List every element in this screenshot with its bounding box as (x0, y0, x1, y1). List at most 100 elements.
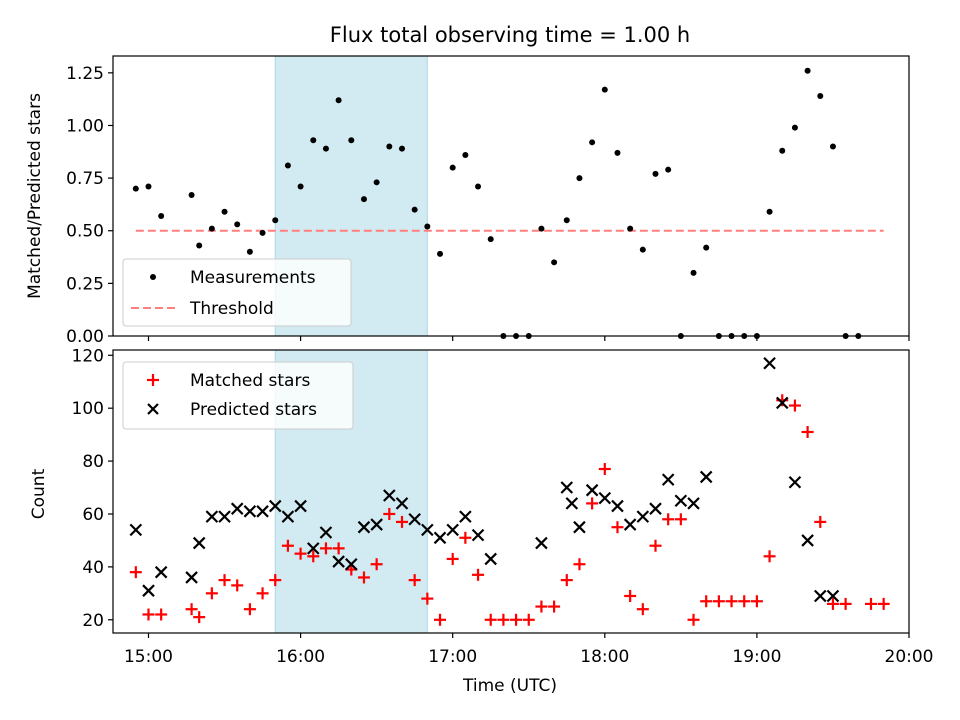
matched-star-point (205, 587, 218, 600)
matched-star-point (357, 571, 370, 584)
predicted-star-point (230, 502, 244, 515)
measurements-legend-marker (150, 274, 156, 280)
measurement-point (690, 269, 697, 276)
measurement-point (208, 225, 215, 232)
matched-star-point (408, 574, 421, 587)
bottom-y-tick-label: 120 (72, 346, 104, 366)
predicted-star-point (319, 526, 333, 539)
measurement-point (272, 217, 279, 224)
measurement-point (487, 236, 494, 243)
top-y-tick-label: 0.50 (66, 222, 104, 242)
bottom-y-axis-label: Count (29, 468, 49, 519)
matched-star-point (185, 603, 198, 616)
matched-star-point (611, 521, 624, 534)
measurement-point (563, 217, 570, 224)
predicted-star-point (687, 497, 700, 510)
matched-star-point (864, 597, 877, 610)
matched-star-point (535, 600, 548, 613)
top-plot-frame (112, 55, 910, 337)
predicted-star-point (763, 356, 776, 370)
matched-star-point (510, 613, 523, 626)
measurement-point (829, 143, 836, 150)
predicted-star-point (306, 542, 320, 555)
predicted-star-point (243, 505, 257, 518)
predicted-star-point (433, 531, 447, 545)
predicted-star-point (699, 470, 713, 484)
predicted-star-point (535, 536, 548, 550)
matched-star-point (712, 595, 725, 608)
predicted-star-point (357, 520, 371, 534)
matched-star-point (129, 566, 142, 579)
measurement-point (475, 183, 482, 190)
bottom-y-tick-label: 100 (72, 399, 104, 419)
bottom-x-tick-label: 17:00 (428, 647, 477, 667)
measurement-point (766, 208, 773, 215)
predicted-star-point (775, 396, 789, 410)
bottom-y-axis: 20 40 60 80 100 120 (72, 346, 113, 631)
matched-star-point (497, 613, 510, 626)
predicted-star-point (636, 510, 650, 523)
predicted-star-point (649, 502, 662, 515)
predicted-star-point (154, 565, 168, 579)
measurement-point (804, 67, 811, 74)
bottom-x-axis-label: Time (UTC) (462, 676, 557, 696)
matched-star-point (877, 597, 890, 610)
predicted-stars-legend-marker (147, 403, 159, 415)
predicted-star-point (623, 518, 637, 531)
measurement-point (652, 170, 659, 177)
matched-star-point (814, 515, 827, 528)
matched-star-point (725, 595, 738, 608)
matched-stars-legend-marker (147, 374, 159, 386)
predicted-star-point (585, 483, 599, 497)
matched-star-point (142, 608, 155, 621)
matched-star-point (801, 425, 814, 438)
matched-star-point (383, 507, 396, 520)
predicted-star-point (185, 571, 198, 584)
measurement-point (284, 162, 291, 169)
matched-star-point (826, 597, 839, 610)
top-y-tick-label: 0.00 (66, 327, 104, 347)
predicted-star-point (565, 497, 579, 510)
predicted-star-point (205, 510, 219, 523)
predicted-star-point (484, 552, 497, 566)
bottom-x-tick-label: 20:00 (885, 647, 934, 667)
bottom-x-axis: 15:00 16:00 17:00 18:00 19:00 20:00 (124, 633, 934, 667)
chart-title: Flux total observing time = 1.00 h (330, 23, 690, 47)
matched-star-point (624, 589, 637, 602)
bottom-y-tick-label: 80 (82, 452, 104, 472)
matched-stars-legend-label: Matched stars (190, 371, 310, 391)
top-x-ticks (147, 336, 910, 341)
top-legend: Measurements Threshold (122, 258, 352, 327)
matched-star-point (193, 611, 206, 624)
matched-star-point (674, 513, 687, 526)
measurement-point (791, 124, 798, 131)
measurement-point (411, 206, 418, 213)
measurement-point (589, 139, 596, 146)
predicted-star-point (408, 512, 421, 526)
matched-star-point (155, 608, 168, 621)
matched-star-point (484, 613, 497, 626)
top-y-tick-label: 1.25 (66, 64, 104, 84)
measurement-point (437, 250, 444, 257)
matched-star-point (687, 613, 700, 626)
measurement-point (132, 185, 139, 192)
measurement-point (188, 191, 195, 198)
predicted-star-point (383, 489, 396, 502)
matched-star-point (586, 497, 599, 510)
matched-star-point (788, 399, 801, 412)
threshold-legend-label: Threshold (189, 299, 274, 319)
predicted-star-point (345, 557, 358, 571)
measurement-point (335, 97, 342, 104)
bottom-x-tick-label: 15:00 (124, 647, 173, 667)
bottom-x-tick-label: 19:00 (732, 647, 781, 667)
predicted-star-point (459, 510, 472, 523)
predicted-star-point (218, 510, 231, 523)
matched-star-point (231, 579, 244, 592)
measurement-point (627, 225, 634, 232)
top-y-axis-label: Matched/Predicted stars (25, 93, 45, 299)
bottom-x-tick-label: 18:00 (580, 647, 629, 667)
bottom-y-tick-label: 40 (82, 558, 104, 578)
measurement-point (576, 175, 583, 182)
matched-star-point (459, 531, 472, 544)
